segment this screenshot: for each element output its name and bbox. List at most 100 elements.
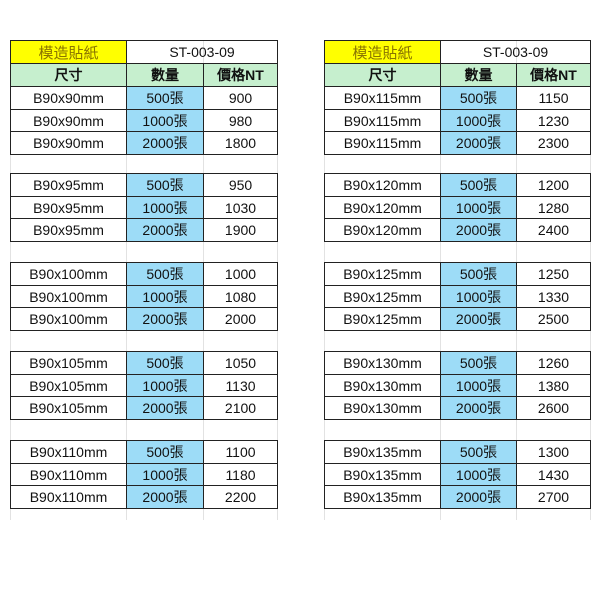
quantity-cell: 1000張 xyxy=(126,109,204,132)
size-cell: B90x90mm xyxy=(10,131,127,155)
quantity-cell: 2000張 xyxy=(126,131,204,155)
price-cell: 1260 xyxy=(516,351,591,375)
price-cell: 2500 xyxy=(516,307,591,331)
quantity-cell: 500張 xyxy=(440,440,517,464)
quantity-cell: 500張 xyxy=(126,440,204,464)
size-cell: B90x95mm xyxy=(10,196,127,219)
quantity-cell: 500張 xyxy=(126,173,204,197)
quantity-cell: 500張 xyxy=(440,262,517,286)
price-cell: 1130 xyxy=(203,374,278,397)
quantity-cell: 1000張 xyxy=(440,109,517,132)
price-cell: 2700 xyxy=(516,485,591,509)
quantity-cell: 1000張 xyxy=(440,196,517,219)
quantity-cell: 2000張 xyxy=(126,396,204,420)
price-cell: 1150 xyxy=(516,86,591,110)
size-cell: B90x125mm xyxy=(324,307,441,331)
size-cell: B90x95mm xyxy=(10,173,127,197)
size-cell: B90x90mm xyxy=(10,86,127,110)
table-title: 模造貼紙 xyxy=(10,40,127,64)
price-cell: 1900 xyxy=(203,218,278,242)
product-code: ST-003-09 xyxy=(126,40,278,64)
size-cell: B90x100mm xyxy=(10,285,127,308)
price-cell: 950 xyxy=(203,173,278,197)
size-cell: B90x110mm xyxy=(10,485,127,509)
size-cell: B90x105mm xyxy=(10,351,127,375)
size-cell: B90x115mm xyxy=(324,86,441,110)
price-cell: 2000 xyxy=(203,307,278,331)
column-header: 數量 xyxy=(126,63,204,87)
quantity-cell: 2000張 xyxy=(440,396,517,420)
quantity-cell: 500張 xyxy=(126,86,204,110)
quantity-cell: 1000張 xyxy=(126,463,204,486)
price-cell: 1200 xyxy=(516,173,591,197)
price-cell: 1000 xyxy=(203,262,278,286)
column-header: 價格NT xyxy=(203,63,278,87)
price-cell: 1230 xyxy=(516,109,591,132)
table-title: 模造貼紙 xyxy=(324,40,441,64)
price-cell: 1380 xyxy=(516,374,591,397)
quantity-cell: 500張 xyxy=(440,351,517,375)
price-cell: 2100 xyxy=(203,396,278,420)
size-cell: B90x105mm xyxy=(10,374,127,397)
size-cell: B90x120mm xyxy=(324,173,441,197)
size-cell: B90x130mm xyxy=(324,351,441,375)
price-cell: 980 xyxy=(203,109,278,132)
price-cell: 1300 xyxy=(516,440,591,464)
price-cell: 1030 xyxy=(203,196,278,219)
column-header: 尺寸 xyxy=(10,63,127,87)
quantity-cell: 1000張 xyxy=(126,374,204,397)
price-cell: 1050 xyxy=(203,351,278,375)
quantity-cell: 1000張 xyxy=(126,196,204,219)
price-cell: 1330 xyxy=(516,285,591,308)
size-cell: B90x110mm xyxy=(10,440,127,464)
quantity-cell: 500張 xyxy=(126,262,204,286)
price-cell: 1430 xyxy=(516,463,591,486)
price-cell: 2200 xyxy=(203,485,278,509)
size-cell: B90x105mm xyxy=(10,396,127,420)
size-cell: B90x135mm xyxy=(324,463,441,486)
quantity-cell: 2000張 xyxy=(126,485,204,509)
quantity-cell: 2000張 xyxy=(126,307,204,331)
quantity-cell: 500張 xyxy=(440,86,517,110)
size-cell: B90x110mm xyxy=(10,463,127,486)
quantity-cell: 1000張 xyxy=(126,285,204,308)
price-cell: 2400 xyxy=(516,218,591,242)
size-cell: B90x135mm xyxy=(324,485,441,509)
price-cell: 1250 xyxy=(516,262,591,286)
column-header: 數量 xyxy=(440,63,517,87)
column-header: 尺寸 xyxy=(324,63,441,87)
size-cell: B90x115mm xyxy=(324,109,441,132)
price-cell: 1100 xyxy=(203,440,278,464)
price-cell: 2300 xyxy=(516,131,591,155)
size-cell: B90x120mm xyxy=(324,218,441,242)
size-cell: B90x120mm xyxy=(324,196,441,219)
quantity-cell: 2000張 xyxy=(440,218,517,242)
size-cell: B90x125mm xyxy=(324,262,441,286)
column-header: 價格NT xyxy=(516,63,591,87)
size-cell: B90x130mm xyxy=(324,396,441,420)
quantity-cell: 2000張 xyxy=(440,131,517,155)
price-cell: 1800 xyxy=(203,131,278,155)
quantity-cell: 2000張 xyxy=(440,307,517,331)
price-cell: 1180 xyxy=(203,463,278,486)
size-cell: B90x95mm xyxy=(10,218,127,242)
quantity-cell: 1000張 xyxy=(440,374,517,397)
size-cell: B90x100mm xyxy=(10,307,127,331)
size-cell: B90x90mm xyxy=(10,109,127,132)
size-cell: B90x125mm xyxy=(324,285,441,308)
product-code: ST-003-09 xyxy=(440,40,591,64)
size-cell: B90x135mm xyxy=(324,440,441,464)
price-cell: 2600 xyxy=(516,396,591,420)
quantity-cell: 500張 xyxy=(440,173,517,197)
price-cell: 1080 xyxy=(203,285,278,308)
quantity-cell: 1000張 xyxy=(440,463,517,486)
price-cell: 900 xyxy=(203,86,278,110)
quantity-cell: 1000張 xyxy=(440,285,517,308)
price-cell: 1280 xyxy=(516,196,591,219)
quantity-cell: 2000張 xyxy=(440,485,517,509)
size-cell: B90x130mm xyxy=(324,374,441,397)
quantity-cell: 2000張 xyxy=(126,218,204,242)
quantity-cell: 500張 xyxy=(126,351,204,375)
size-cell: B90x100mm xyxy=(10,262,127,286)
